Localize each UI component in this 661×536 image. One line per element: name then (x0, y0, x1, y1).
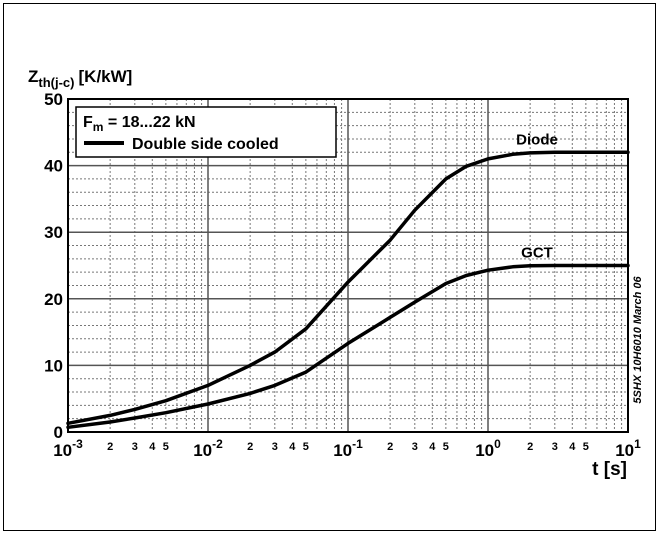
x-minor-tick-label: 5 (583, 441, 589, 453)
y-tick-labels: 0 10 20 30 40 50 (44, 90, 63, 442)
y-tick-label: 20 (44, 290, 63, 309)
x-minor-tick-label: 3 (552, 441, 558, 453)
series-label-diode: Diode (516, 131, 558, 148)
series-label-gct: GCT (521, 245, 553, 262)
y-axis-title-unit: [K/kW] (79, 67, 133, 86)
y-axis-title-sub: th(j-c) (38, 75, 74, 90)
x-minor-tick-label: 4 (569, 441, 576, 453)
x-minor-tick-label: 5 (443, 441, 449, 453)
x-tick-label: 100 (475, 437, 501, 460)
y-tick-label: 50 (44, 90, 63, 109)
x-minor-tick-label: 2 (387, 441, 393, 453)
x-minor-tick-label: 2 (247, 441, 253, 453)
x-tick-label: 10-2 (193, 437, 223, 460)
y-tick-label: 30 (44, 223, 63, 242)
x-minor-tick-label: 3 (272, 441, 278, 453)
y-axis-title-main: Z (28, 67, 38, 86)
legend: Fm = 18...22 kN Double side cooled (76, 107, 336, 157)
x-minor-tick-label: 2 (107, 441, 113, 453)
y-tick-label: 0 (54, 423, 63, 442)
y-tick-label: 40 (44, 157, 63, 176)
x-axis-title: t [s] (592, 459, 627, 480)
x-tick-label: 10-3 (53, 437, 83, 460)
x-tick-label: 101 (615, 437, 641, 460)
y-tick-label: 10 (44, 356, 63, 375)
y-axis-title: Zth(j-c) [K/kW] (28, 67, 132, 90)
x-tick-label: 10-1 (333, 437, 363, 460)
legend-cooling-label: Double side cooled (132, 136, 279, 153)
x-minor-tick-label: 5 (163, 441, 169, 453)
legend-force-sub: m (93, 120, 104, 134)
document-id-watermark: 5SHX 10H6010 March 06 (632, 276, 644, 404)
x-minor-tick-label: 5 (303, 441, 309, 453)
x-minor-tick-label: 4 (149, 441, 156, 453)
x-minor-tick-label: 4 (429, 441, 436, 453)
x-minor-tick-label: 4 (289, 441, 296, 453)
legend-force-main: F (83, 114, 93, 131)
x-minor-tick-label: 3 (132, 441, 138, 453)
x-minor-tick-label: 3 (412, 441, 418, 453)
x-minor-tick-label: 2 (527, 441, 533, 453)
legend-force-rest: = 18...22 kN (103, 114, 195, 131)
